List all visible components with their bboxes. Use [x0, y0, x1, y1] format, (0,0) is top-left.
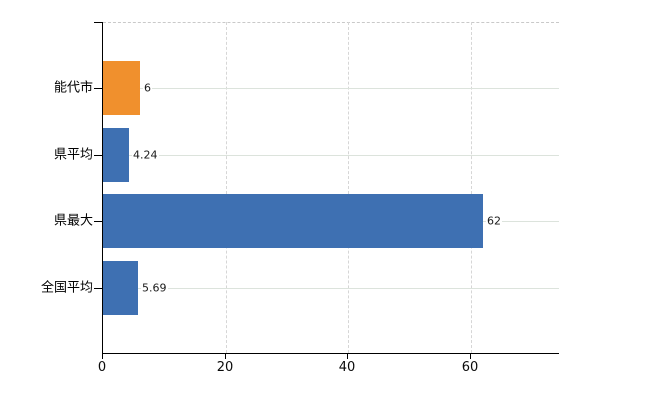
bar-value-label: 5.69	[141, 281, 168, 295]
category-label-能代市: 能代市	[53, 80, 93, 96]
plot-top-border	[103, 22, 559, 23]
category-label-県最大: 県最大	[53, 213, 93, 229]
x-axis-tick	[102, 354, 103, 359]
bar-value-label: 4.24	[132, 148, 159, 162]
vertical-gridline	[471, 22, 472, 353]
bar-能代市	[103, 61, 140, 115]
y-axis-tick	[94, 155, 102, 156]
x-axis-tick	[470, 354, 471, 359]
x-axis-tick	[347, 354, 348, 359]
bar-県最大	[103, 194, 483, 248]
category-label-全国平均: 全国平均	[40, 280, 93, 296]
vertical-gridline	[226, 22, 227, 353]
horizontal-gridline	[103, 288, 559, 289]
horizontal-gridline	[103, 88, 559, 89]
category-label-県平均: 県平均	[53, 147, 93, 163]
y-axis-tick	[94, 221, 102, 222]
horizontal-gridline	[103, 155, 559, 156]
plot-area: 6 4.24 62 5.69	[102, 22, 559, 354]
bar-value-label: 62	[486, 214, 502, 228]
x-axis-tick-label: 20	[216, 360, 234, 375]
y-axis-tick	[94, 88, 102, 89]
bar-全国平均	[103, 261, 138, 315]
bar-県平均	[103, 128, 129, 182]
x-axis-tick-label: 0	[97, 360, 107, 375]
y-axis-tick	[94, 288, 102, 289]
vertical-gridline	[348, 22, 349, 353]
bar-value-label: 6	[143, 81, 152, 95]
x-axis-tick-label: 40	[338, 360, 356, 375]
x-axis-tick-label: 60	[461, 360, 479, 375]
x-axis-tick	[225, 354, 226, 359]
y-axis-top-tick	[94, 22, 102, 23]
